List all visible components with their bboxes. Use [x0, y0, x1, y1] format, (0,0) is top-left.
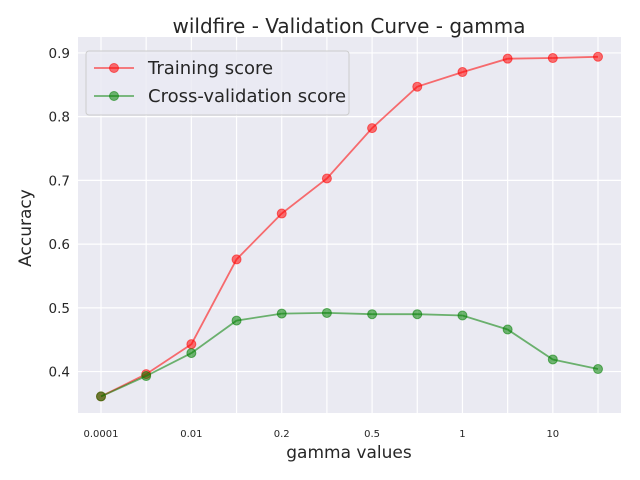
legend-cv-marker — [109, 91, 119, 101]
x-tick-label: 0.01 — [180, 429, 202, 440]
y-tick-label: 0.9 — [49, 46, 70, 62]
data-point-training — [276, 208, 287, 219]
data-point-cv — [547, 354, 558, 365]
x-tick-label: 0.5 — [364, 429, 380, 440]
data-point-training — [502, 53, 513, 64]
chart-title: wildfire - Validation Curve - gamma — [172, 14, 525, 38]
data-point-cv — [96, 391, 106, 402]
data-point-training — [186, 339, 197, 350]
data-point-cv — [141, 371, 152, 382]
data-point-training — [231, 254, 242, 265]
data-point-training — [367, 123, 378, 134]
y-tick-labels: 0.4 0.5 0.6 0.7 0.8 0.9 — [49, 46, 70, 381]
data-point-cv — [231, 315, 242, 326]
x-axis-label: gamma values — [286, 443, 412, 463]
data-point-training — [547, 53, 558, 64]
x-tick-label: 0.0001 — [84, 429, 119, 440]
legend: Training score Cross-validation score — [85, 50, 350, 116]
data-point-cv — [457, 310, 468, 321]
x-tick-label: 10 — [546, 429, 559, 440]
series-line-training — [100, 55, 599, 398]
data-point-cv — [502, 324, 513, 335]
legend-cv-label: Cross-validation score — [148, 86, 346, 107]
y-tick-label: 0.4 — [49, 365, 70, 381]
data-point-cv — [412, 309, 423, 320]
data-point-cv — [276, 308, 287, 319]
data-point-cv — [367, 309, 378, 320]
data-point-training — [593, 51, 603, 62]
y-tick-label: 0.6 — [49, 237, 70, 253]
data-point-training — [321, 173, 332, 184]
legend-training-label: Training score — [147, 58, 273, 79]
y-axis-label: Accuracy — [16, 189, 36, 267]
series-line-cv — [100, 311, 599, 398]
y-tick-label: 0.8 — [49, 110, 70, 126]
data-point-cv — [186, 348, 197, 359]
data-point-training — [457, 67, 468, 78]
legend-training-marker — [109, 63, 119, 73]
x-tick-label: 1 — [459, 429, 465, 440]
legend-box — [85, 50, 350, 116]
data-point-cv — [593, 364, 603, 375]
data-point-cv — [321, 307, 332, 318]
x-tick-labels: 0.0001 0.01 0.2 0.5 1 10 — [84, 429, 560, 440]
y-tick-label: 0.7 — [49, 173, 70, 189]
series-lines — [96, 51, 603, 402]
x-tick-label: 0.2 — [274, 429, 290, 440]
y-tick-label: 0.5 — [49, 301, 70, 317]
data-point-training — [412, 81, 423, 92]
